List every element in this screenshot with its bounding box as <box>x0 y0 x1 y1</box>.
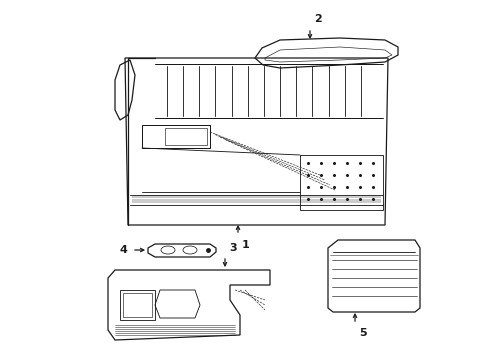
Text: 2: 2 <box>314 14 322 24</box>
Text: 1: 1 <box>242 240 250 250</box>
Text: 5: 5 <box>359 328 367 338</box>
Text: 4: 4 <box>119 245 127 255</box>
Text: 3: 3 <box>229 243 237 253</box>
